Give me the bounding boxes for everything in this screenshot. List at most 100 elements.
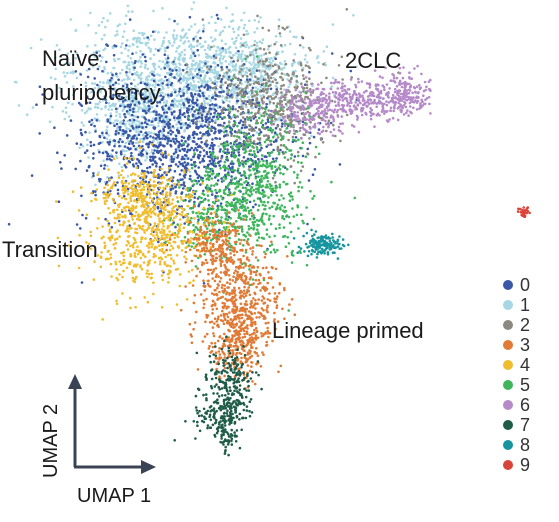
point <box>210 141 214 145</box>
point <box>207 163 210 166</box>
point <box>302 221 305 225</box>
point <box>104 47 107 50</box>
point <box>301 68 304 72</box>
point <box>211 86 215 90</box>
point <box>219 202 223 205</box>
point <box>215 182 218 185</box>
point <box>247 143 250 146</box>
point <box>155 150 159 154</box>
point <box>119 125 122 129</box>
point <box>245 132 248 135</box>
point <box>273 42 277 46</box>
point <box>282 197 285 200</box>
point <box>113 124 116 127</box>
point <box>348 105 352 108</box>
point <box>166 65 169 69</box>
point <box>99 89 102 92</box>
point <box>53 56 57 59</box>
point <box>254 126 258 129</box>
point <box>180 135 184 139</box>
point <box>209 65 213 68</box>
point <box>256 14 259 18</box>
point <box>172 137 175 141</box>
point <box>156 73 159 76</box>
point <box>246 231 249 234</box>
point <box>234 76 237 80</box>
point <box>124 115 127 119</box>
point <box>117 174 121 177</box>
point <box>144 125 148 129</box>
point <box>161 86 165 90</box>
point <box>257 190 260 193</box>
point <box>106 164 109 168</box>
point <box>123 82 127 85</box>
point <box>210 118 214 122</box>
point <box>289 149 293 152</box>
point <box>405 111 408 115</box>
point <box>89 107 92 111</box>
point <box>115 72 118 76</box>
point <box>389 106 393 110</box>
point <box>190 216 193 220</box>
point <box>227 164 231 168</box>
point <box>301 74 305 77</box>
point <box>357 80 360 84</box>
point <box>284 96 287 99</box>
point <box>292 123 295 127</box>
point <box>312 217 316 221</box>
point <box>190 146 193 150</box>
point <box>97 177 101 181</box>
point <box>197 156 201 160</box>
point <box>147 38 151 41</box>
point <box>164 63 168 67</box>
point <box>295 213 299 217</box>
point <box>134 110 137 114</box>
point <box>179 63 182 66</box>
point <box>186 110 189 113</box>
point <box>380 110 384 114</box>
point <box>248 124 251 127</box>
point <box>144 78 148 81</box>
point <box>148 165 152 169</box>
point <box>219 90 223 94</box>
point <box>261 65 265 68</box>
point <box>156 207 160 210</box>
point <box>200 116 204 119</box>
point <box>215 94 219 97</box>
point <box>183 128 187 132</box>
point <box>163 137 167 141</box>
point <box>159 209 163 213</box>
point <box>97 142 101 145</box>
point <box>203 104 206 107</box>
point <box>195 149 199 152</box>
point <box>267 143 270 147</box>
point <box>202 30 205 33</box>
point <box>145 152 149 155</box>
point <box>405 92 408 95</box>
point <box>297 138 300 141</box>
point <box>260 200 263 204</box>
point <box>262 212 265 215</box>
point <box>343 84 347 88</box>
point <box>104 105 107 109</box>
point <box>135 134 138 137</box>
point <box>89 140 92 144</box>
point <box>138 31 141 35</box>
point <box>213 155 217 158</box>
point <box>317 115 321 119</box>
point <box>392 74 396 77</box>
point <box>206 173 210 177</box>
point <box>191 210 195 214</box>
point <box>266 201 270 204</box>
point <box>198 64 201 68</box>
point <box>179 118 183 122</box>
point <box>189 82 193 85</box>
point <box>148 87 151 90</box>
point <box>321 141 325 144</box>
point <box>108 154 111 158</box>
point <box>316 55 320 58</box>
point <box>158 119 162 122</box>
point <box>250 163 253 166</box>
point <box>171 187 175 190</box>
point <box>231 105 235 108</box>
